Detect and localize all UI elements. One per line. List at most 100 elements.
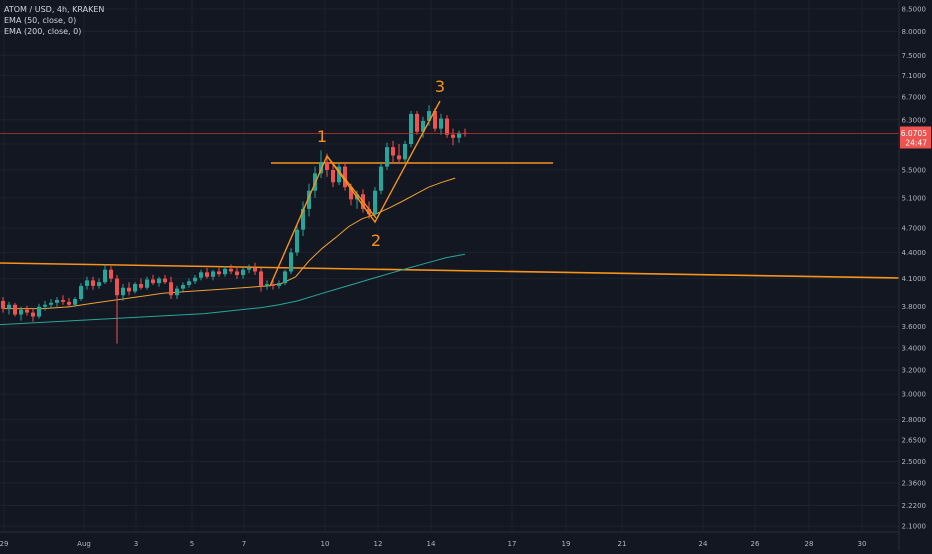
candle — [289, 248, 293, 275]
candle — [253, 262, 257, 276]
candle-body — [253, 267, 257, 272]
candle-body — [415, 113, 419, 132]
candle-body — [271, 284, 275, 286]
x-tick-label: 17 — [508, 540, 517, 548]
ema-50-legend[interactable]: EMA (50, close, 0) — [4, 16, 77, 25]
candle-body — [67, 301, 71, 305]
candle-body — [139, 284, 143, 288]
candle — [31, 308, 35, 322]
candle-body — [439, 118, 443, 129]
candle — [37, 303, 41, 319]
candle — [67, 298, 71, 308]
candle-body — [85, 280, 89, 286]
candle-countdown: 24:47 — [905, 138, 927, 147]
wave-drawing-layer[interactable]: 1 2 3 — [0, 77, 899, 287]
x-tick-label: 14 — [427, 540, 436, 548]
candle-body — [379, 166, 383, 191]
candle — [259, 267, 263, 292]
candle — [223, 266, 227, 277]
y-tick-label: 5.1000 — [902, 194, 927, 202]
candle — [163, 275, 167, 285]
candle — [463, 128, 467, 137]
candle — [211, 269, 215, 281]
candle — [181, 282, 185, 292]
wave-label-3[interactable]: 3 — [435, 77, 445, 96]
y-tick-label: 2.6500 — [902, 436, 927, 444]
candle — [385, 142, 389, 170]
candle — [235, 266, 239, 279]
candle-body — [433, 111, 437, 129]
candle-body — [79, 285, 83, 299]
candle-body — [127, 287, 131, 292]
candle — [151, 275, 155, 285]
candle-body — [163, 278, 167, 283]
candle — [25, 305, 29, 316]
wave-label-2[interactable]: 2 — [371, 231, 381, 250]
wave-label-1[interactable]: 1 — [317, 127, 327, 146]
candle — [295, 224, 299, 256]
candle — [19, 306, 23, 321]
candle — [187, 278, 191, 288]
candle-body — [55, 299, 59, 303]
y-tick-label: 5.5000 — [902, 166, 927, 174]
x-tick-label: 21 — [618, 540, 627, 548]
candle-body — [91, 280, 95, 286]
candle-body — [457, 132, 461, 138]
candle-body — [445, 118, 449, 135]
candle — [301, 201, 305, 237]
candle-body — [43, 304, 47, 307]
candle — [403, 140, 407, 162]
candle-body — [205, 272, 209, 277]
ema-200-legend[interactable]: EMA (200, close, 0) — [4, 27, 82, 36]
y-tick-label: 4.4000 — [902, 249, 927, 257]
candle — [145, 276, 149, 290]
candle — [157, 276, 161, 287]
candle-body — [97, 282, 101, 286]
candle — [193, 275, 197, 285]
x-tick-label: 10 — [321, 540, 330, 548]
y-tick-label: 7.5000 — [902, 52, 927, 60]
candle — [13, 302, 17, 317]
x-tick-label: 12 — [374, 540, 383, 548]
candle-body — [319, 161, 323, 174]
y-tick-label: 2.1000 — [902, 523, 927, 531]
last-price-value: 6.0705 — [901, 129, 927, 138]
candle-body — [373, 190, 377, 215]
y-tick-label: 3.0000 — [902, 391, 927, 399]
candle — [337, 163, 341, 186]
y-tick-label: 3.8000 — [902, 303, 927, 311]
candle — [91, 276, 95, 290]
wave-lines[interactable] — [269, 100, 441, 287]
long-trendline[interactable] — [0, 262, 900, 279]
candle — [451, 128, 455, 146]
candle-body — [61, 299, 65, 302]
candle-body — [175, 288, 179, 296]
candle-body — [217, 271, 221, 275]
y-tick-label: 2.3600 — [902, 479, 927, 487]
y-tick-label: 3.6000 — [902, 323, 927, 331]
wave-inner-line[interactable] — [326, 155, 377, 219]
candle — [421, 116, 425, 138]
grid-layer — [0, 0, 899, 532]
candle — [85, 276, 89, 290]
candle-body — [151, 279, 155, 284]
candle — [127, 282, 131, 296]
symbol-title[interactable]: ATOM / USD, 4h, KRAKEN — [4, 5, 105, 14]
x-tick-label: 19 — [562, 540, 571, 548]
candle — [169, 276, 173, 299]
candle — [439, 113, 443, 135]
candle-body — [337, 166, 341, 183]
candle-body — [73, 298, 77, 305]
candle-body — [223, 268, 227, 275]
y-tick-label: 4.7000 — [902, 225, 927, 233]
x-tick-label: 3 — [134, 540, 138, 548]
candle-body — [391, 147, 395, 156]
candle-layer — [1, 105, 467, 344]
y-tick-label: 4.1000 — [902, 275, 927, 283]
candle — [229, 264, 233, 275]
x-tick-label: 5 — [190, 540, 194, 548]
